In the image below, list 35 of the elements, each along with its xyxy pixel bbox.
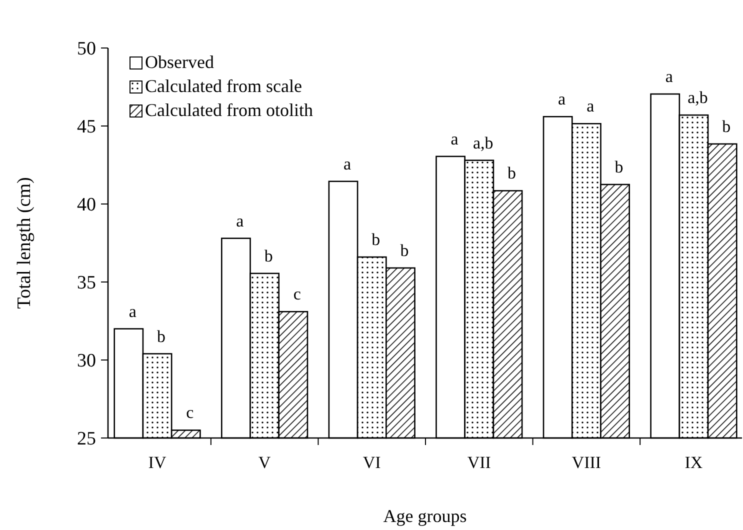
data-label: b [264,246,273,266]
data-label: a,b [472,133,494,152]
data-label: a [236,211,244,230]
y-tick-label: 40 [77,194,96,216]
data-label: c [293,284,302,304]
data-label: b [722,116,731,136]
y-axis-title: Total length (cm) [14,177,35,309]
x-tick-label: VIII [572,453,602,472]
x-tick-label: IX [684,453,703,472]
x-tick-label: V [258,453,272,472]
legend-label: Calculated from scale [145,76,302,96]
y-tick-label: 35 [77,272,96,294]
data-label: a [665,67,674,86]
y-tick-label: 50 [77,38,96,60]
y-tick-label: 45 [77,116,96,138]
data-label: a,b [688,88,708,108]
data-label: b [400,240,409,260]
data-label: b [614,158,624,176]
data-label: a [128,302,137,321]
x-tick-label: VII [467,453,492,472]
x-tick-label: VI [362,453,382,472]
y-tick-label: 30 [77,350,96,372]
data-label: b [372,230,380,250]
data-label: a [450,129,459,148]
y-tick-label: 25 [77,428,96,450]
x-axis-title: Age groups [383,506,467,526]
legend-label: Observed [145,52,214,72]
legend-label: Calculated from otolith [145,100,313,120]
x-tick-label: IV [148,453,167,472]
data-label: c [186,403,194,422]
data-label: b [508,164,516,183]
data-label: b [157,326,166,346]
data-label: a [558,90,566,109]
data-label: a [586,96,595,116]
data-label: a [343,154,352,174]
